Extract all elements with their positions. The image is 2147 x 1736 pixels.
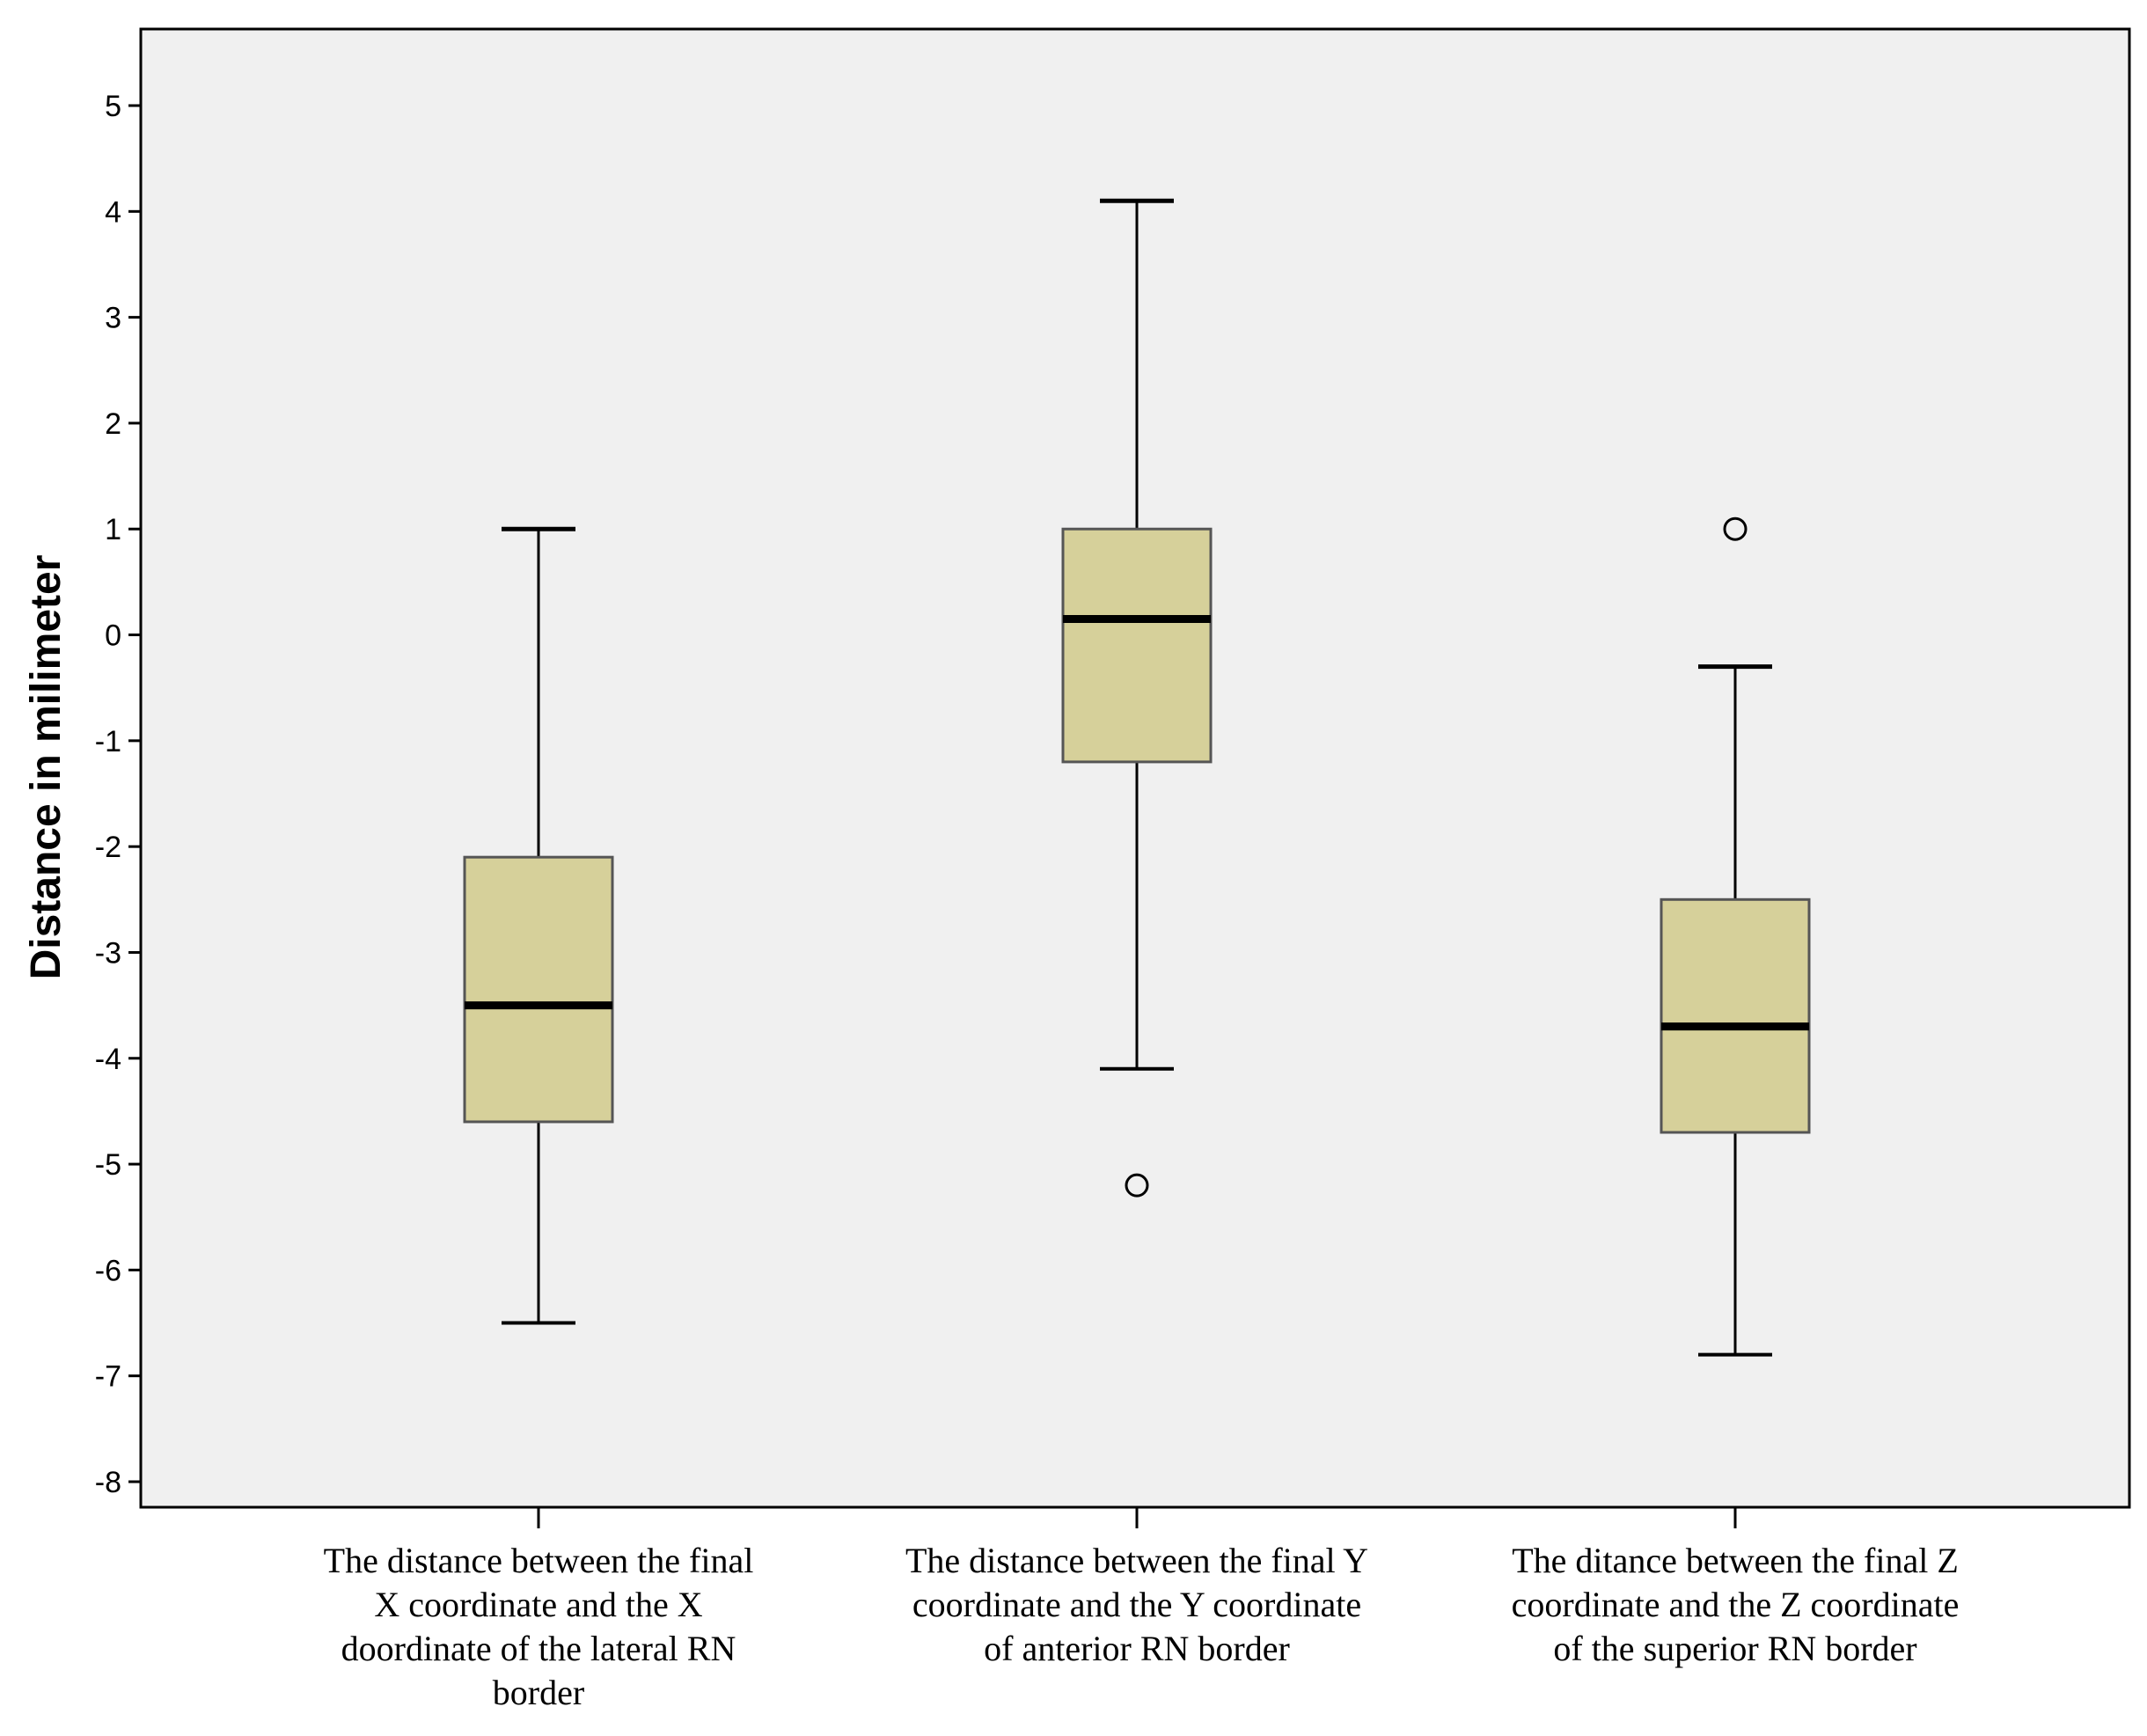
y-tick-label: 5 [105, 90, 121, 123]
x-category-label-line: of the superior RN border [1553, 1629, 1916, 1668]
y-tick-label: 4 [105, 195, 121, 229]
plot-area [139, 27, 2131, 1509]
y-tick-label: -7 [95, 1360, 121, 1394]
y-tick-label: 2 [105, 407, 121, 441]
x-category-label-line: border [493, 1673, 584, 1712]
y-tick-label: -3 [95, 936, 121, 970]
y-tick-label: 0 [105, 619, 121, 653]
box-group [1660, 516, 1811, 1357]
box-group [1061, 198, 1213, 1198]
x-category-label-line: The distance between the final Y [905, 1541, 1368, 1580]
box-group [463, 526, 614, 1325]
y-axis-title: Distance in milimeter [23, 555, 70, 980]
y-tick-label: -1 [95, 725, 121, 758]
y-tick-label: -2 [95, 831, 121, 864]
y-tick-label: -6 [95, 1254, 121, 1287]
y-tick-label: -5 [95, 1148, 121, 1182]
box-series [463, 198, 1811, 1357]
x-category-label-line: doordinate of the lateral RN [341, 1629, 736, 1668]
y-tick-label: 3 [105, 302, 121, 335]
iqr-box [463, 855, 614, 1124]
x-category-label: The ditance between the final Z coordinat… [1512, 1541, 1960, 1668]
x-category-label-line: of anterior RN border [984, 1629, 1290, 1668]
iqr-box [1061, 527, 1213, 764]
x-category-label: The distance between the final Y coordina… [905, 1541, 1368, 1668]
iqr-box [1660, 897, 1811, 1134]
x-category-label-line: coordinate and the Y coordinate [912, 1585, 1361, 1624]
x-category-label-line: coordinate and the Z coordinate [1512, 1585, 1960, 1624]
x-category-label-line: The ditance between the final Z [1512, 1541, 1959, 1580]
y-tick-label: -8 [95, 1466, 121, 1499]
y-tick-label: 1 [105, 513, 121, 546]
y-axis: 5 4 3 2 1 0 -1 -2 -3 -4 -5 -6 -7 -8 [95, 90, 141, 1499]
outlier-point [1125, 1173, 1149, 1198]
x-category-label: The distance between the final X coordina… [324, 1541, 754, 1712]
outlier-point [1723, 516, 1748, 541]
x-axis: The distance between the final X coordina… [324, 1507, 1960, 1712]
x-category-label-line: X coordinate and the X [374, 1585, 702, 1624]
x-category-label-line: The distance between the final [324, 1541, 754, 1580]
y-tick-label: -4 [95, 1043, 121, 1076]
